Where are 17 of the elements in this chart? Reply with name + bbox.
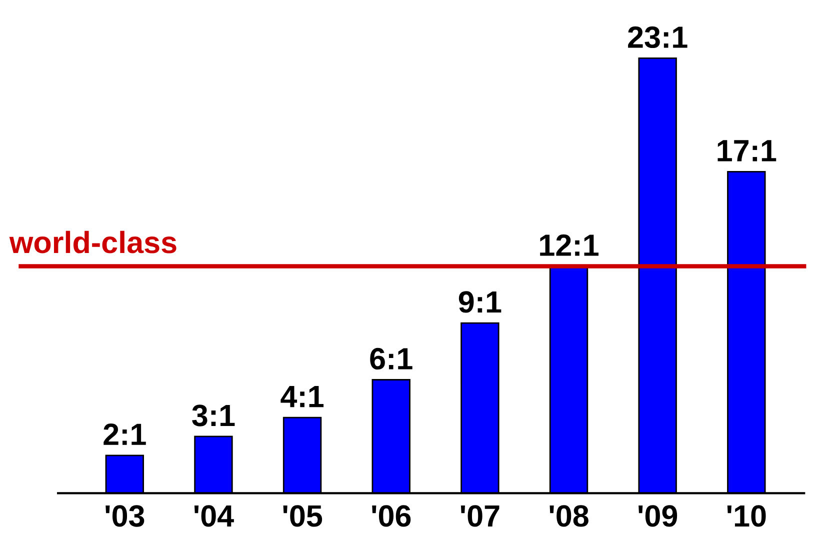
data-label: 4:1: [280, 386, 324, 408]
data-label: 2:1: [104, 424, 146, 445]
x-tick-label: '07: [460, 505, 500, 527]
data-label: 23:1: [628, 26, 688, 48]
data-label: 12:1: [540, 234, 598, 256]
x-tick-label: '03: [106, 505, 144, 527]
data-label: 9:1: [458, 291, 502, 313]
x-tick-label: '09: [638, 505, 678, 527]
data-label: 17:1: [718, 140, 776, 162]
x-tick-label: '10: [727, 505, 766, 527]
data-label: 3:1: [192, 404, 235, 426]
x-tick-label: '08: [550, 505, 588, 527]
x-tick-label: '04: [194, 505, 234, 527]
data-label: 6:1: [370, 348, 412, 370]
x-tick-label: '06: [372, 505, 411, 527]
ref-line-label: world-class: [9, 230, 176, 254]
x-tick-label: '05: [283, 505, 322, 527]
